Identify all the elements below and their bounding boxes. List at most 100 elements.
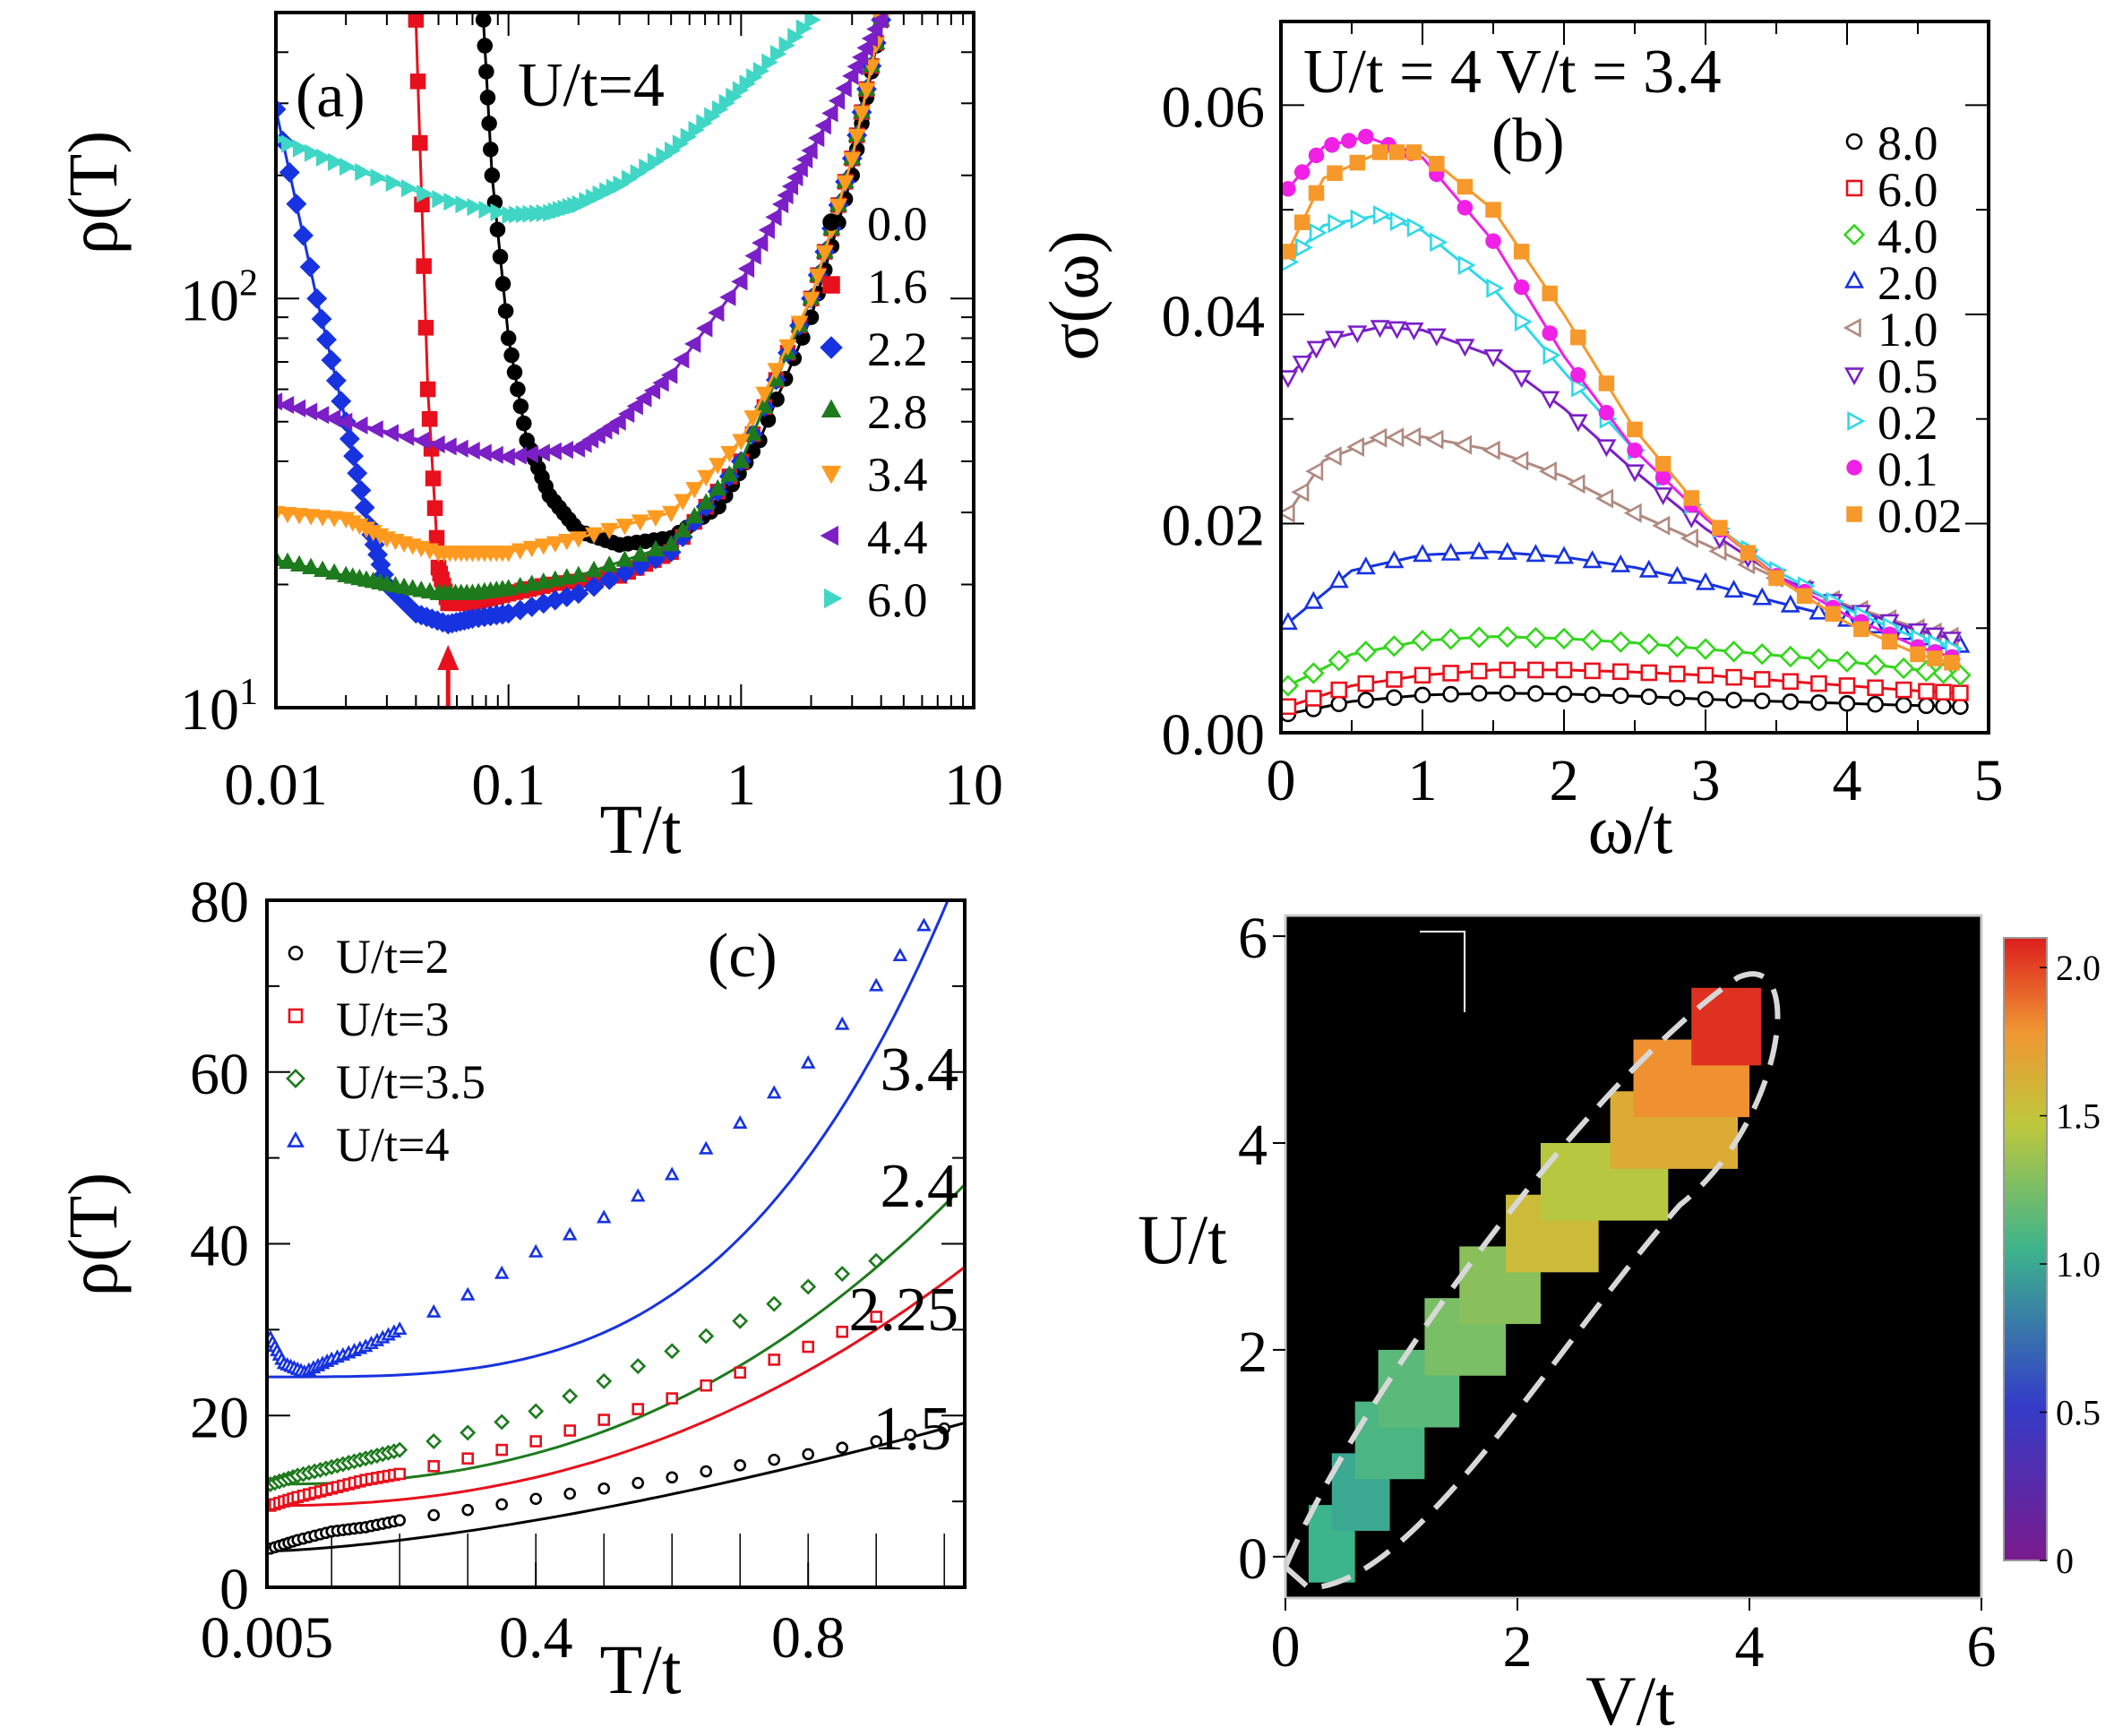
data-point [598,569,620,590]
y-tick-label: 0.04 [1162,284,1266,349]
data-point [768,1354,781,1366]
y-tick-label: 102 [180,262,258,333]
data-point [1935,698,1952,715]
data-point [443,193,460,211]
data-point [417,320,434,336]
data-point [393,1514,407,1527]
data-point [569,531,588,548]
y-axis-title: ρ(T) [54,1173,132,1297]
data-point [1327,165,1343,182]
data-point [1496,625,1519,649]
x-tick-label: 2 [1503,1614,1533,1680]
data-point [482,142,499,158]
data-point [354,497,375,519]
data-point [1596,439,1617,458]
data-point [656,147,673,166]
data-point [1527,685,1544,702]
data-point [1350,209,1369,229]
data-point [1467,626,1491,649]
y-tick-label: 6 [1238,906,1268,971]
data-point [1305,690,1322,707]
panel-c-resistivity-linear: 0.005 0.4 0.8 0 20 40 60 80 T/t ρ(T) (c) U/t=2 U/t=3… [54,870,967,1708]
legend-marker [1843,318,1861,338]
data-point [870,1435,883,1448]
data-point [666,1392,679,1405]
data-point [852,106,872,123]
data-point [1669,689,1686,707]
data-point [1867,679,1884,697]
data-point [1347,325,1368,344]
data-point [632,1403,645,1415]
data-point [1554,546,1574,564]
series-U/t=2 [267,1422,950,1555]
data-point [1570,366,1586,383]
data-point [1752,587,1773,606]
data-point [314,510,332,527]
arrow-head [437,645,460,670]
data-point [289,508,309,525]
data-point [1358,128,1374,145]
data-point [1697,666,1714,684]
y-tick-label: 4 [1238,1113,1268,1178]
data-point [1330,695,1348,713]
data-point [343,445,365,467]
data-point [1927,650,1943,666]
data-point [460,1286,476,1301]
data-point [752,62,770,81]
data-point [503,347,520,364]
y-tick-label: 101 [180,672,258,743]
data-point [1654,455,1671,472]
data-point [1696,572,1715,590]
data-point [1514,312,1533,332]
x-tick-label: 0.4 [499,1605,573,1671]
series-U/t=4 [267,917,932,1379]
data-point [1513,279,1530,296]
x-tick-label: 6 [1967,1614,1997,1680]
data-point [814,116,831,135]
data-point [1653,487,1673,506]
data-point [408,13,425,28]
data-point [836,1325,849,1338]
data-point [1305,461,1324,482]
data-point [665,141,682,160]
data-point [499,546,518,563]
fit-line [267,1266,965,1508]
data-point [1485,233,1501,249]
exponent-label: 1.5 [873,1395,952,1464]
colorbar-tick-label: 0 [2056,1541,2074,1581]
data-point [492,248,509,265]
data-point [870,1311,883,1323]
data-point [278,552,297,569]
data-point [325,370,347,391]
data-point [1838,695,1856,712]
data-point [321,349,342,371]
data-point [802,1448,815,1461]
data-point [720,465,739,482]
data-point [276,549,286,566]
data-point [1306,340,1327,359]
data-point [584,527,604,544]
data-point [688,120,705,140]
plot-frame [265,898,967,1589]
data-point [1640,664,1658,682]
y-tick-label: 60 [190,1042,249,1107]
legend-label: 0.5 [1878,349,1938,403]
data-point [600,522,619,540]
y-tick-label: 20 [190,1385,249,1450]
data-point [522,540,541,558]
data-point [704,107,721,125]
x-tick-label: 5 [1974,748,2004,813]
legend-label: 1.6 [867,260,928,314]
x-tick-label: 4 [1735,1614,1765,1680]
data-point [662,535,681,552]
data-point [1796,588,1813,605]
data-point [664,1166,680,1181]
data-point [421,411,438,427]
data-point [412,134,428,151]
data-point [1414,686,1431,704]
data-point [685,507,704,524]
data-point [809,269,828,286]
data-point [630,1358,647,1375]
data-point [615,519,634,536]
data-point [562,1226,578,1241]
